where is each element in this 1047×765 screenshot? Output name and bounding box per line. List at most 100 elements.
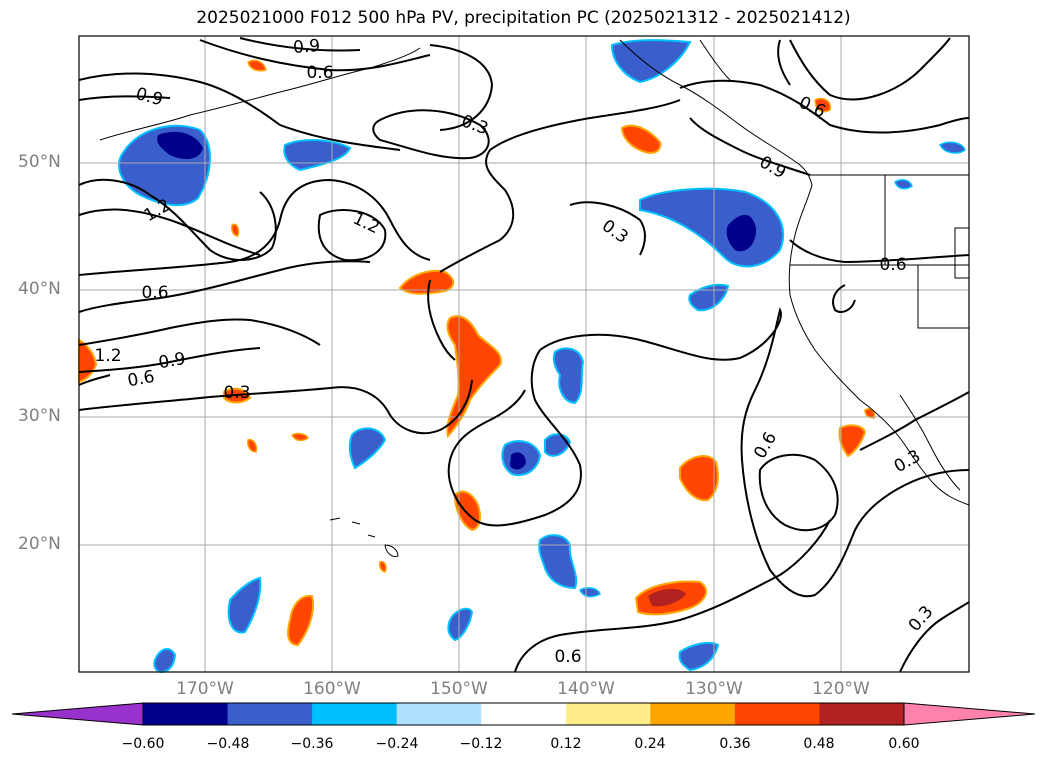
precip-patch-negative: [153, 648, 177, 674]
colorbar-tick-label: −0.36: [290, 736, 334, 752]
colorbar-segment: [227, 703, 313, 725]
contour-label: 0.6: [126, 367, 156, 391]
precip-patch-positive: [446, 315, 502, 439]
contour-label: 0.6: [306, 63, 333, 83]
lat-label-20n: 20°N: [18, 534, 61, 554]
precip-patch-negative: [157, 131, 203, 160]
contour-label: 0.6: [141, 283, 168, 303]
precip-patch-positive: [379, 560, 387, 573]
colorbar-tick-label: 0.12: [550, 736, 582, 752]
aleutian-islands: [99, 47, 421, 141]
pv-contour-line: [239, 37, 361, 52]
pv-contour-line: [439, 99, 681, 273]
precip-patch-negative: [447, 607, 474, 642]
precip-patch-positive: [287, 594, 314, 647]
colorbar-tick-label: 0.24: [634, 736, 666, 752]
pv-contour-line: [514, 519, 831, 673]
pv-contour-line: [789, 239, 970, 264]
colorbar-extend-low: [12, 703, 143, 725]
precip-patch-positive: [620, 124, 662, 154]
positive-precip-patches: [78, 59, 876, 647]
pv-contour-line: [78, 318, 321, 346]
lon-label-130w: 130°W: [685, 679, 743, 699]
pv-contour-line: [859, 391, 970, 451]
pv-contour-line: [777, 39, 791, 86]
precip-patch-positive: [231, 223, 240, 237]
colorbar: [11, 702, 1036, 726]
precip-patch-negative: [552, 347, 585, 405]
precip-patch-negative: [688, 283, 730, 312]
lat-label-30n: 30°N: [18, 406, 61, 426]
lon-label-120w: 120°W: [812, 679, 870, 699]
precip-patch-positive: [864, 408, 876, 419]
colorbar-segment: [143, 703, 229, 725]
colorbar-tick-label: 0.60: [888, 736, 920, 752]
state-borders: [790, 174, 970, 329]
colorbar-right-arrow-outline: [903, 702, 1036, 726]
precip-patch-negative: [894, 179, 913, 190]
precip-patch-positive: [290, 432, 309, 442]
colorbar-extend-high: [904, 703, 1035, 725]
colorbar-tick-label: 0.36: [719, 736, 751, 752]
alaska-coast: [619, 39, 813, 186]
pv-contour-line: [78, 374, 111, 386]
lon-label-170w: 170°W: [176, 679, 234, 699]
pv-contour-line: [899, 601, 970, 673]
map-panel: 0.9 0.6 0.9 0.3 1.2 1.2 0.6 1.2 0.9 0.6 …: [78, 35, 970, 674]
pv-contours: [78, 37, 970, 673]
pv-contour-line: [78, 178, 431, 276]
coastlines: [99, 39, 970, 557]
pv-contour-line: [758, 453, 839, 532]
precip-patch-positive: [814, 97, 831, 113]
colorbar-segment: [819, 703, 905, 725]
pv-contour-line: [78, 260, 371, 313]
precip-patch-negative: [227, 576, 262, 634]
colorbar-tick-label: −0.48: [206, 736, 250, 752]
pv-contour-line: [447, 349, 582, 527]
colorbar-tick-label: −0.12: [459, 736, 503, 752]
precip-patch-positive: [247, 59, 267, 72]
pv-contour-line: [317, 209, 387, 262]
precip-patch-positive: [398, 269, 455, 295]
contour-label: 1.2: [94, 346, 121, 366]
precip-patch-positive: [679, 455, 719, 502]
contour-label: 0.3: [223, 383, 250, 403]
precip-patch-negative: [726, 214, 757, 252]
pv-contour-line: [78, 72, 401, 151]
pv-contour-line: [78, 379, 473, 435]
contour-label: 0.9: [292, 36, 320, 58]
map-frame: [78, 35, 970, 673]
precip-patch-positive: [648, 588, 686, 607]
map-background: [79, 36, 969, 672]
pv-contour-line: [78, 208, 261, 256]
pv-contour-line: [78, 95, 171, 101]
lat-label-50n: 50°N: [18, 152, 61, 172]
pv-contour-line: [789, 37, 951, 101]
pv-contour-line: [832, 284, 856, 313]
precip-patch-negative: [538, 534, 578, 590]
colorbar-segment: [650, 703, 736, 725]
precip-patch-negative: [510, 452, 526, 470]
pv-contour-line: [689, 117, 811, 176]
colorbar-segment: [481, 703, 567, 725]
pv-contour-line: [199, 39, 431, 72]
contour-labels: 0.9 0.6 0.9 0.3 1.2 1.2 0.6 1.2 0.9 0.6 …: [94, 36, 937, 667]
lon-label-140w: 140°W: [557, 679, 615, 699]
map-title: 2025021000 F012 500 hPa PV, precipitatio…: [196, 8, 851, 28]
baja-peninsula: [899, 394, 961, 491]
contour-label: 0.6: [879, 255, 906, 275]
lon-label-160w: 160°W: [303, 679, 361, 699]
pv-contour-line: [569, 201, 646, 256]
pv-contour-line: [539, 307, 970, 598]
precip-patch-negative: [348, 427, 387, 470]
graticule: [79, 36, 969, 672]
hawaii-islands: [329, 517, 399, 557]
pv-contour-line: [429, 44, 494, 131]
precip-patch-negative: [678, 642, 720, 672]
contour-label: 0.6: [554, 647, 581, 667]
precip-patch-negative: [938, 141, 966, 154]
colorbar-segment: [565, 703, 651, 725]
contour-label: 0.9: [157, 349, 187, 373]
pv-contour-line: [78, 347, 261, 373]
colorbar-tick-label: 0.48: [803, 736, 835, 752]
